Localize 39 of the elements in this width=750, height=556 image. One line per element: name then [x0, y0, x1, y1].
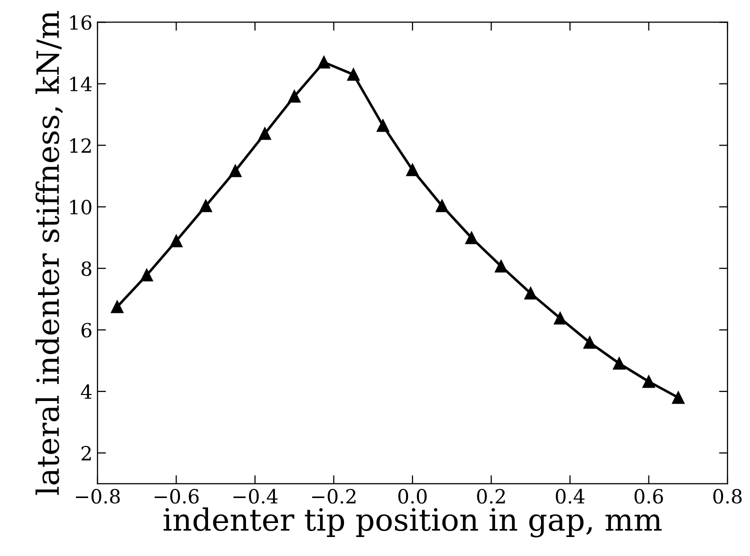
point	[436, 200, 448, 212]
point	[200, 200, 212, 212]
point	[347, 68, 360, 81]
x-tick-label: 0.4	[556, 488, 584, 504]
point	[524, 287, 537, 300]
point	[612, 357, 626, 370]
y-tick-label: 8	[82, 261, 92, 276]
point	[110, 300, 124, 314]
point	[642, 375, 655, 388]
y-tick-label: 4	[80, 384, 92, 399]
y-tick-label: 16	[70, 15, 92, 30]
point	[140, 268, 153, 282]
point	[465, 232, 478, 244]
point	[376, 119, 390, 132]
y-tick-label: 6	[82, 322, 92, 338]
y-tick-label: 14	[70, 76, 92, 92]
point	[170, 234, 182, 248]
x-tick-label: −0.4	[233, 488, 278, 504]
point	[672, 391, 685, 404]
x-tick-label: 0.0	[398, 488, 427, 504]
point	[229, 164, 242, 178]
x-axis-title: indenter tip position in gap, mm	[164, 507, 662, 538]
point	[288, 90, 301, 103]
point	[554, 312, 566, 324]
x-tick-label: −0.8	[76, 488, 120, 504]
point	[583, 336, 596, 349]
y-axis-title: lateral indenter stiffness, kN/m	[36, 11, 63, 495]
x-tick-label: −0.2	[312, 488, 356, 504]
point	[406, 164, 419, 176]
x-tick-label: 0.8	[713, 488, 742, 504]
y-tick-label: 12	[70, 138, 91, 153]
point	[318, 56, 330, 68]
x-tick-label: 0.6	[634, 488, 663, 504]
y-tick-label: 10	[70, 200, 92, 214]
point	[258, 127, 272, 140]
y-tick-label: 2	[82, 446, 91, 460]
x-tick-label: 0.2	[477, 488, 505, 504]
point	[494, 260, 508, 272]
x-tick-label: −0.6	[154, 488, 199, 504]
